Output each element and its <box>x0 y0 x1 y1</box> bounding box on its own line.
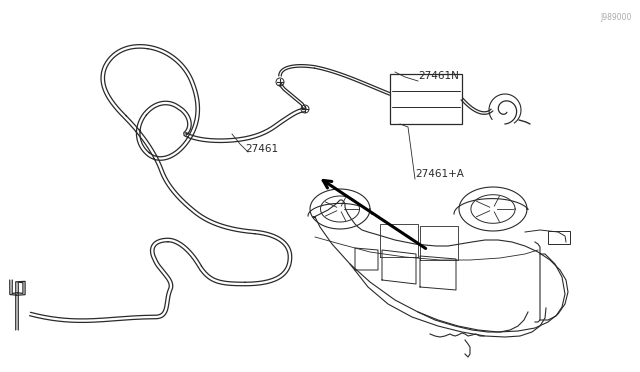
Bar <box>390 74 462 124</box>
Text: J989000: J989000 <box>600 13 632 22</box>
Text: 27461: 27461 <box>245 144 278 154</box>
Text: 27461N: 27461N <box>418 71 459 81</box>
Bar <box>548 231 570 244</box>
Text: 27461+A: 27461+A <box>415 169 464 179</box>
